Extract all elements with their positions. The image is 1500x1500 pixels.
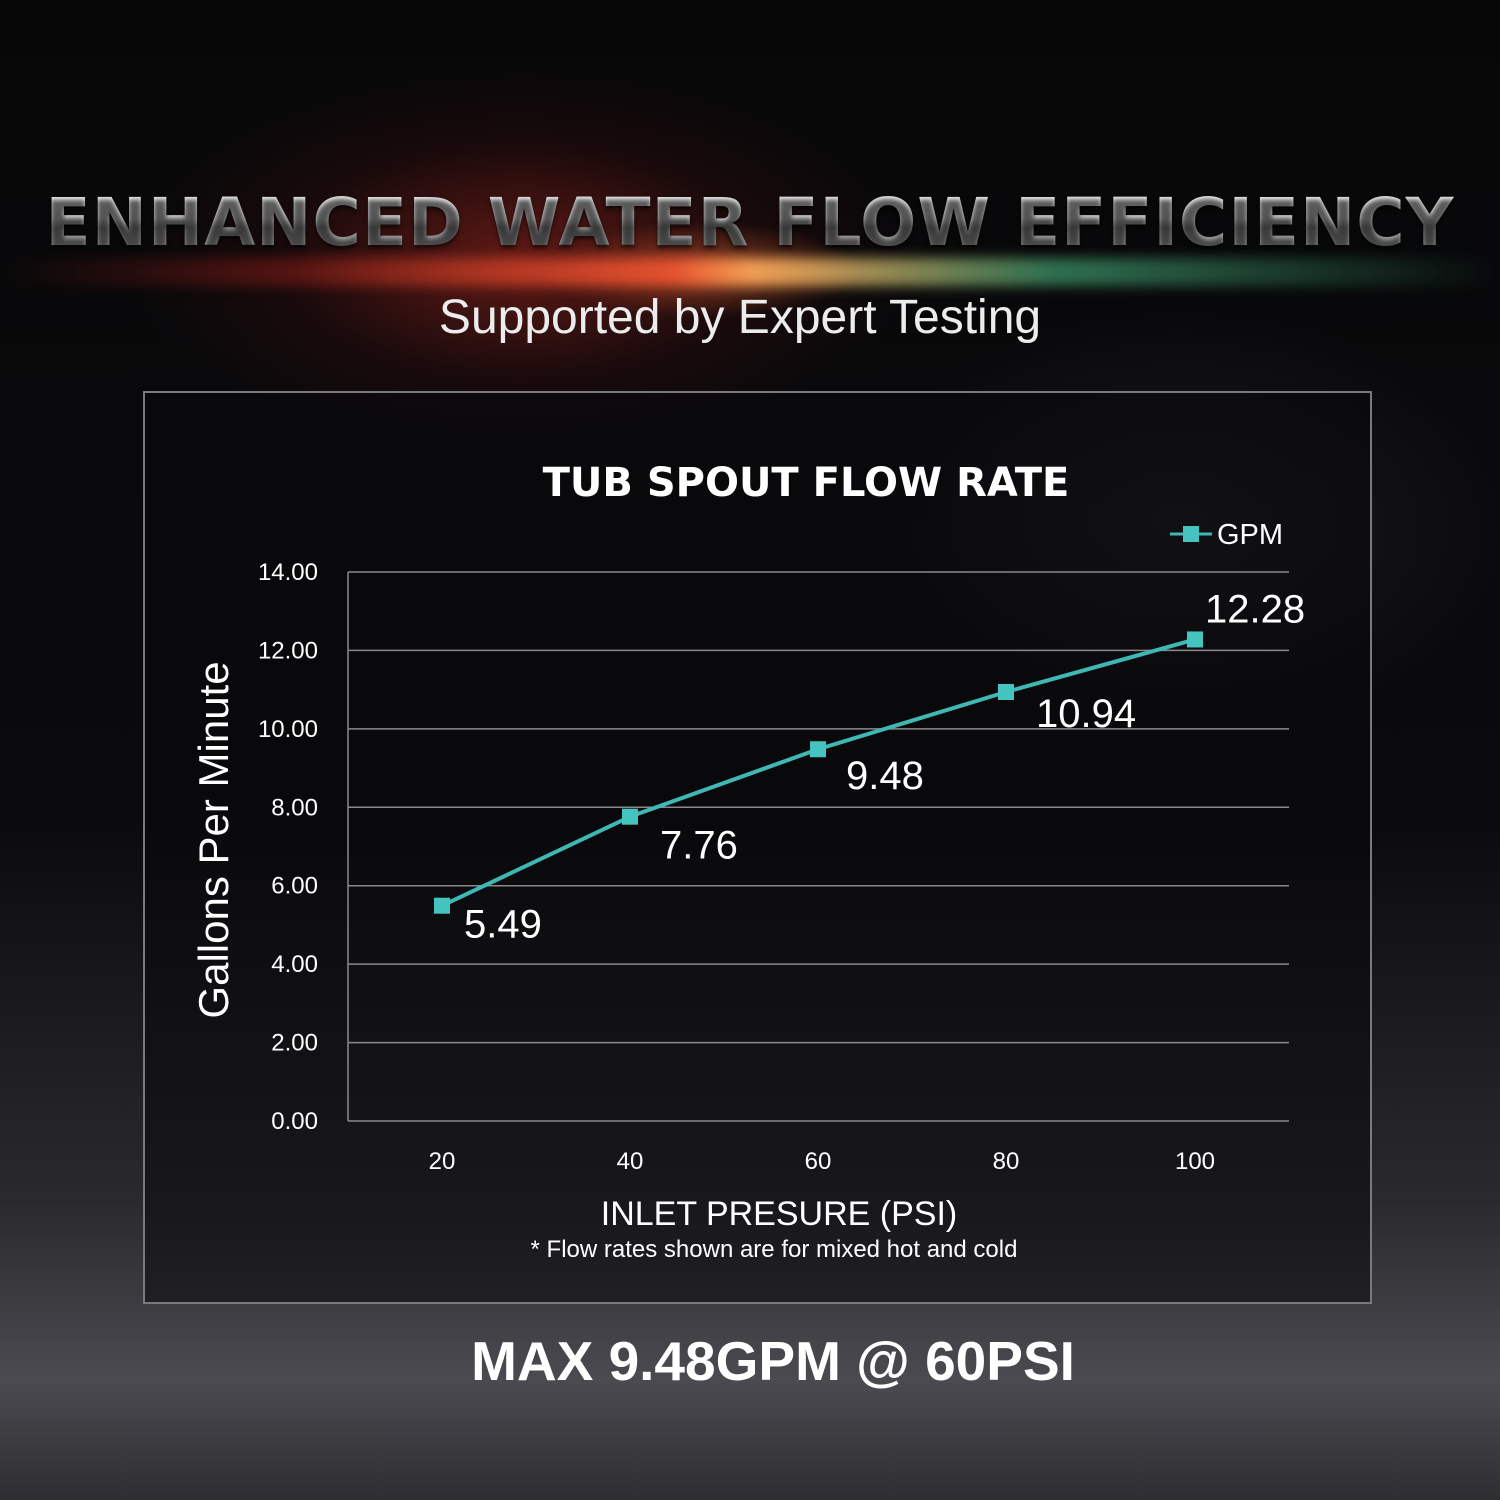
legend-label: GPM — [1217, 519, 1283, 551]
data-point — [810, 741, 826, 758]
series-gpm — [434, 631, 1203, 914]
max-flow-callout: MAX 9.48GPM @ 60PSI — [471, 1330, 1075, 1392]
y-tick-label: 12.00 — [258, 637, 318, 664]
x-tick-label: 20 — [429, 1148, 456, 1175]
x-tick-label: 80 — [993, 1148, 1020, 1175]
y-axis-label: Gallons Per Minute — [190, 661, 237, 1018]
data-label: 9.48 — [846, 754, 924, 798]
y-tick-label: 0.00 — [271, 1108, 318, 1135]
x-tick-label: 100 — [1175, 1148, 1215, 1175]
y-tick-labels: 0.00 2.00 4.00 6.00 8.00 10.00 12.00 14.00 — [258, 559, 318, 1135]
x-tick-labels: 20 40 60 80 100 — [429, 1148, 1215, 1175]
y-tick-label: 4.00 — [271, 951, 318, 978]
y-tick-label: 6.00 — [271, 873, 318, 900]
legend-marker — [1183, 526, 1199, 542]
y-tick-label: 10.00 — [258, 716, 318, 743]
data-point — [1187, 631, 1203, 648]
gridlines — [347, 571, 1289, 1122]
chart-title: TUB SPOUT FLOW RATE — [543, 460, 1070, 506]
data-point — [622, 808, 638, 825]
data-label: 5.49 — [464, 903, 542, 947]
series-line — [441, 637, 1196, 908]
data-label: 7.76 — [660, 824, 738, 868]
headline: ENHANCED WATER FLOW EFFICIENCY — [0, 178, 1500, 268]
x-axis-label: INLET PRESURE (PSI) — [601, 1195, 957, 1233]
data-point — [434, 897, 450, 914]
data-label: 10.94 — [1036, 692, 1136, 736]
y-tick-label: 14.00 — [258, 559, 318, 586]
y-tick-label: 2.00 — [271, 1030, 318, 1057]
chart-footnote: * Flow rates shown are for mixed hot and… — [531, 1236, 1018, 1263]
data-point — [998, 683, 1014, 700]
data-label: 12.28 — [1205, 587, 1305, 631]
data-labels: 5.49 7.76 9.48 10.94 12.28 — [464, 587, 1305, 946]
x-tick-label: 60 — [805, 1148, 832, 1175]
subheadline: Supported by Expert Testing — [438, 291, 1042, 344]
light-flare — [0, 258, 1500, 286]
y-tick-label: 8.00 — [271, 794, 318, 821]
x-tick-label: 40 — [617, 1148, 644, 1175]
legend: GPM — [1170, 519, 1283, 551]
